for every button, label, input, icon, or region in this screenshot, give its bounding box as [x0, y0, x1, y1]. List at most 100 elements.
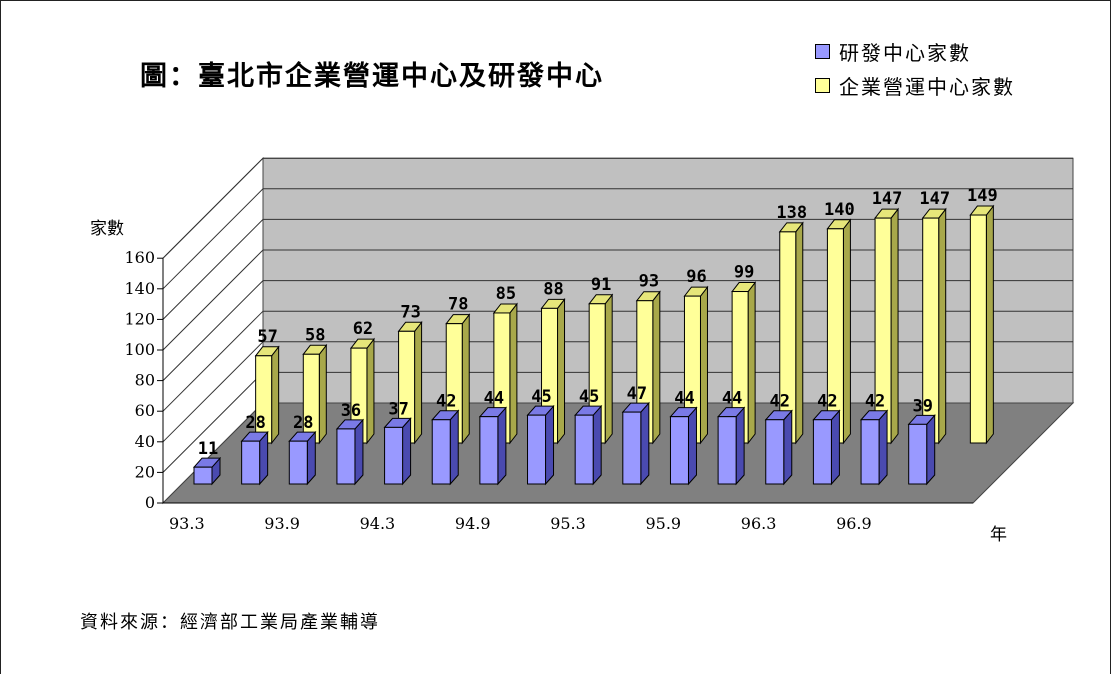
rd-data-label: 45: [579, 387, 599, 407]
rd-bar-side: [449, 409, 459, 486]
y-tick-label: 160: [124, 248, 155, 267]
rd-data-label: 44: [484, 389, 504, 409]
legend: 研發中心家數 企業營運中心家數: [815, 34, 1015, 102]
rd-bar-side: [354, 418, 364, 486]
rd-bar: [860, 419, 880, 485]
ops-data-label: 147: [919, 189, 950, 209]
ops-data-label: 140: [824, 200, 855, 220]
y-tick-label: 60: [135, 401, 155, 420]
gridline: [162, 157, 1073, 259]
gridline: [162, 218, 1073, 320]
ops-data-label: 85: [496, 284, 516, 304]
rd-data-label: 37: [388, 399, 408, 419]
ops-bar-side: [890, 207, 899, 445]
rd-bar: [765, 419, 785, 485]
rd-bar: [241, 440, 261, 485]
ops-data-label: 57: [257, 327, 277, 347]
rd-data-label: 28: [293, 413, 313, 433]
gridline: [162, 188, 1073, 290]
rd-data-label: 42: [770, 392, 790, 412]
x-tick-label: 95.9: [645, 514, 681, 533]
rd-data-label: 44: [674, 389, 694, 409]
ops-bar-side: [366, 337, 375, 445]
rd-bar-side: [830, 409, 840, 486]
ops-data-label: 78: [448, 295, 468, 315]
ops-bar-side: [604, 293, 613, 445]
x-tick-label: 94.3: [360, 514, 396, 533]
rd-bar: [336, 428, 356, 485]
rd-bar-side: [783, 409, 793, 486]
ops-bar-side: [747, 281, 756, 445]
x-axis-label: 年: [990, 525, 1007, 545]
rd-bar: [908, 423, 928, 485]
y-tick-label: 0: [145, 493, 155, 512]
ops-bar-side: [985, 204, 994, 445]
ops-bar-side: [842, 218, 851, 445]
rd-data-label: 42: [865, 392, 885, 412]
legend-label-ops: 企業營運中心家數: [839, 74, 1015, 99]
ops-bar-side: [795, 221, 804, 445]
rd-data-label: 45: [531, 387, 551, 407]
ops-data-label: 91: [591, 275, 611, 295]
ops-bar-side: [461, 313, 470, 445]
y-axis-label: 家數: [90, 219, 124, 239]
ops-data-label: 138: [776, 203, 807, 223]
y-tick-label: 80: [135, 371, 155, 390]
chart-title: 圖：臺北市企業營運中心及研發中心: [140, 61, 604, 92]
rd-bar-side: [926, 414, 936, 486]
x-tick-label: 93.3: [169, 514, 205, 533]
rd-data-label: 11: [198, 439, 218, 459]
rd-bar: [288, 440, 308, 485]
rd-data-label: 47: [627, 384, 647, 404]
rd-bar-side: [640, 401, 650, 486]
rd-data-label: 36: [341, 401, 361, 421]
rd-bar-side: [545, 404, 555, 486]
ops-data-label: 149: [967, 186, 998, 206]
rd-bar-side: [592, 404, 602, 486]
ops-bar-side: [652, 290, 661, 445]
rd-bar: [479, 416, 499, 485]
rd-data-label: 42: [436, 392, 456, 412]
ops-bar-side: [414, 320, 423, 445]
rd-bar-side: [735, 406, 745, 486]
rd-bar-side: [878, 409, 888, 486]
rd-bar-side: [687, 406, 697, 486]
ops-bar-side: [557, 297, 566, 445]
rd-bar: [812, 419, 832, 485]
x-tick-label: 93.9: [264, 514, 300, 533]
ops-bar: [969, 214, 987, 444]
ops-bar-side: [509, 302, 518, 445]
rd-bar: [431, 419, 451, 485]
y-tick-label: 20: [135, 462, 155, 481]
legend-swatch-rd: [815, 43, 830, 59]
ops-data-label: 88: [543, 279, 563, 299]
rd-bar: [574, 414, 594, 485]
y-tick-label: 120: [124, 309, 155, 328]
ops-bar-side: [699, 285, 708, 445]
y-tick-label: 100: [124, 340, 155, 359]
legend-label-rd: 研發中心家數: [839, 40, 971, 65]
rd-bar: [622, 411, 642, 485]
rd-bar: [717, 416, 737, 485]
rd-data-label: 42: [817, 392, 837, 412]
ops-data-label: 93: [639, 272, 659, 292]
rd-bar: [669, 416, 689, 485]
rd-data-label: 44: [722, 389, 742, 409]
x-tick-label: 94.9: [455, 514, 491, 533]
rd-bar-side: [497, 406, 507, 486]
rd-bar-side: [402, 417, 412, 486]
rd-bar: [527, 414, 547, 485]
x-tick-label: 96.3: [741, 514, 777, 533]
ops-data-label: 58: [305, 325, 325, 345]
ops-bar-side: [938, 207, 947, 445]
legend-item-ops: 企業營運中心家數: [815, 68, 1015, 102]
ops-data-label: 73: [400, 302, 420, 322]
ops-data-label: 62: [353, 319, 373, 339]
ops-bar-side: [271, 345, 280, 445]
y-tick-label: 40: [135, 432, 155, 451]
ops-data-label: 99: [734, 263, 754, 283]
ops-data-label: 147: [872, 189, 903, 209]
legend-swatch-ops: [815, 77, 830, 93]
